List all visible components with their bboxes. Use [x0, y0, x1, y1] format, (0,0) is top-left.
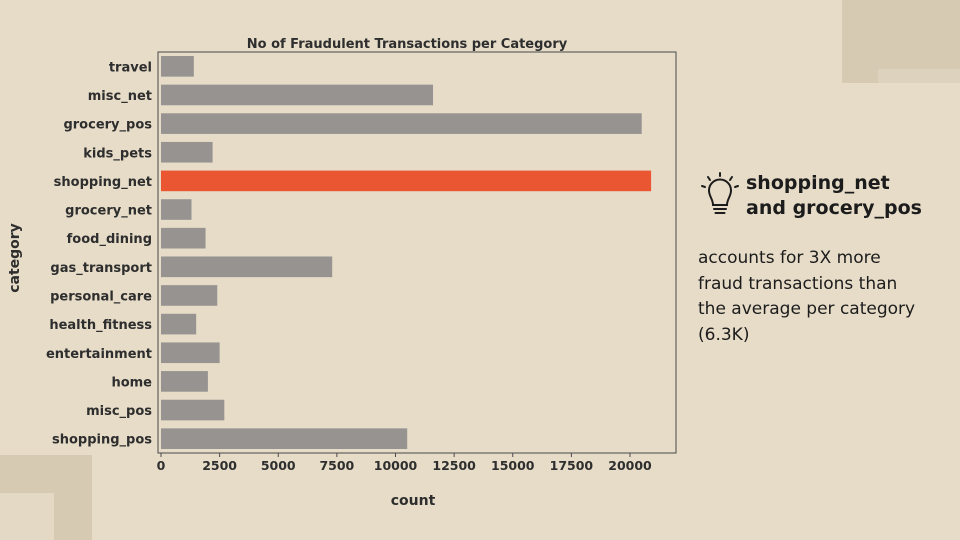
bar-grocery-net: [161, 199, 192, 220]
bar-food-dining: [161, 227, 206, 249]
bar-entertainment: [161, 342, 220, 364]
decor-block-bottom-left-inner: [0, 493, 54, 540]
y-tick-label: misc_net: [88, 89, 152, 104]
plot-frame: [157, 51, 677, 454]
bar-chart: No of Fraudulent Transactions per Catego…: [7, 37, 677, 509]
x-tick-label: 2500: [202, 458, 237, 473]
bar-personal-care: [161, 285, 218, 306]
x-ticks: 0 2500 5000 7500 10000 12500 15000 17500 20000: [157, 453, 652, 473]
x-axis-label: count: [391, 493, 436, 509]
bar-shopping-pos: [161, 428, 408, 449]
y-tick-label: home: [111, 375, 152, 390]
y-tick-label: food_dining: [67, 232, 152, 247]
bar-misc-pos: [161, 399, 225, 421]
insight-title-line: and grocery_pos: [746, 197, 922, 219]
decor-block-top-right-step: [842, 69, 878, 83]
insight-body-line: fraud transactions than: [698, 273, 898, 294]
y-tick-label: personal_care: [50, 289, 152, 304]
bar-shopping-net: [161, 170, 652, 192]
x-tick-label: 0: [157, 458, 166, 473]
y-axis-label: category: [7, 223, 23, 293]
y-tick-label: grocery_net: [65, 204, 152, 219]
y-tick-label: health_fitness: [49, 318, 152, 333]
insight-title: shopping_net and grocery_pos: [746, 171, 956, 221]
insight-body-line: the average per category: [698, 299, 916, 319]
decor-block-top-right: [842, 0, 960, 69]
bar-health-fitness: [161, 313, 197, 335]
bar-travel: [161, 56, 194, 77]
x-tick-label: 10000: [374, 458, 418, 473]
y-tick-label: travel: [109, 60, 152, 75]
y-tick-label: gas_transport: [50, 261, 152, 276]
insight-title-line: shopping_net: [746, 172, 890, 194]
bar-misc-net: [161, 84, 434, 106]
lightbulb-icon: [701, 172, 739, 214]
x-tick-label: 15000: [491, 458, 535, 473]
bar-grocery-pos: [161, 113, 642, 134]
x-tick-label: 17500: [550, 458, 594, 473]
chart-title: No of Fraudulent Transactions per Catego…: [247, 37, 568, 52]
bars-group: [161, 56, 652, 449]
x-tick-label: 12500: [432, 458, 476, 473]
decor-block-top-right-shadow: [878, 69, 960, 83]
x-tick-label: 5000: [261, 458, 296, 473]
y-tick-label: grocery_pos: [63, 118, 152, 133]
y-tick-label: misc_pos: [86, 404, 152, 419]
x-tick-label: 7500: [319, 458, 354, 473]
y-tick-label: entertainment: [46, 347, 152, 362]
insight-body: accounts for 3X more fraud transactions …: [698, 246, 956, 348]
bar-kids-pets: [161, 141, 213, 163]
y-tick-label: shopping_net: [54, 175, 152, 190]
bar-home: [161, 371, 208, 392]
y-tick-label: kids_pets: [83, 146, 152, 161]
insight-body-line: accounts for 3X more: [698, 248, 881, 268]
y-tick-labels: travel misc_net grocery_pos kids_petsshoppi…: [46, 60, 152, 447]
y-tick-label: shopping_pos: [52, 433, 152, 448]
x-tick-label: 20000: [608, 458, 652, 473]
insight-body-line: (6.3K): [698, 324, 750, 345]
bar-gas-transport: [161, 256, 333, 278]
